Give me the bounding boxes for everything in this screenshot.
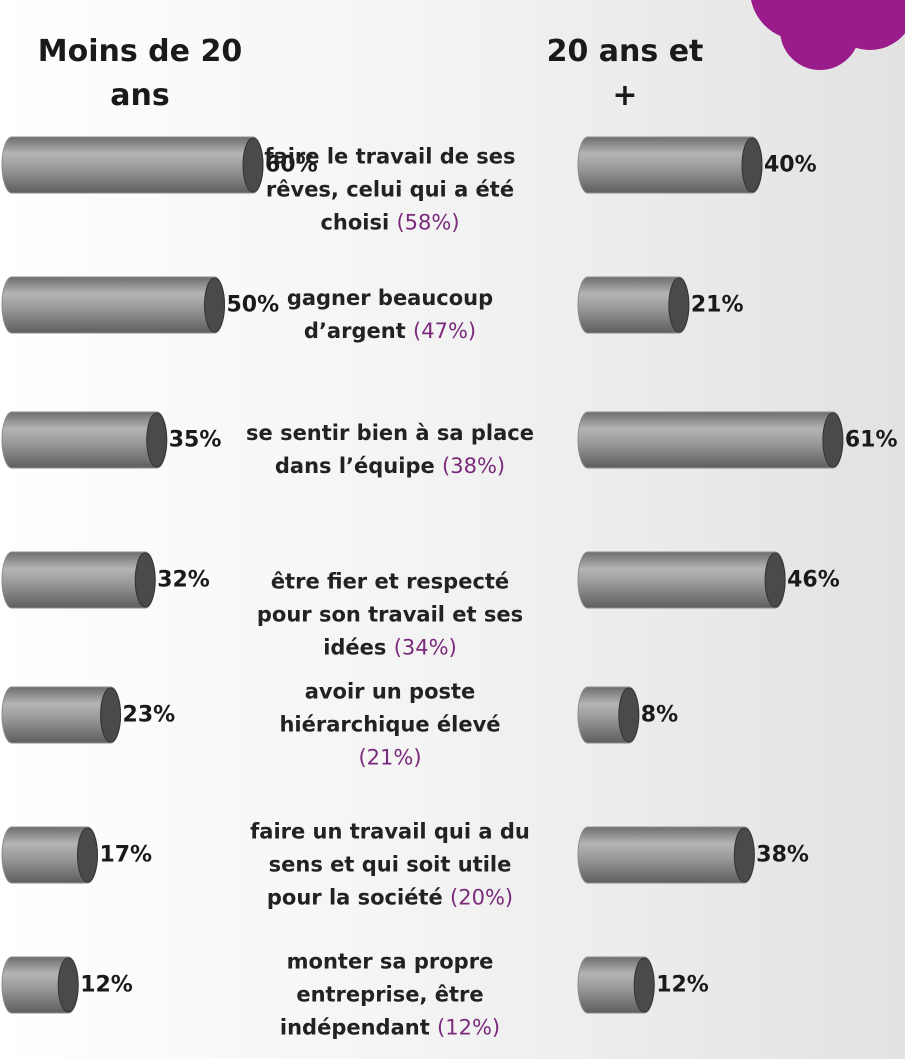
bar-cap [242, 137, 264, 193]
series-header: Moins de 20 ans [37, 34, 243, 113]
category-label: avoir un poste hiérarchique élevé (21%) [245, 676, 535, 775]
category-label: faire un travail qui a du sens et qui so… [245, 816, 535, 915]
bar-cap [668, 277, 690, 333]
category-label: être fier et respecté pour son travail e… [245, 566, 535, 665]
category-text: gagner beaucoup d’argent [286, 286, 494, 343]
overall-value: (12%) [437, 1015, 501, 1040]
bar-cap [733, 827, 755, 883]
category-label: faire le travail de ses rêves, celui qui… [245, 141, 535, 240]
category-label: monter sa propre entreprise, être indépe… [245, 946, 535, 1045]
bar [1, 411, 168, 469]
bar [1, 551, 156, 609]
overall-value: (47%) [413, 319, 477, 343]
bar-cap [100, 687, 122, 743]
category-label: gagner beaucoup d’argent (47%) [245, 282, 535, 348]
bar-cap [146, 412, 168, 468]
bar [577, 411, 844, 469]
value-label: 21% [690, 292, 744, 318]
value-label: 38% [756, 842, 809, 868]
value-label: 40% [764, 152, 817, 178]
bar-cap [57, 957, 79, 1013]
bar [577, 551, 786, 609]
bar-cap [618, 687, 640, 743]
value-label: 23% [122, 702, 176, 728]
value-label: 32% [157, 567, 210, 593]
bar-cap [764, 552, 786, 608]
bar-cap [76, 827, 98, 883]
bar-cap [741, 137, 763, 193]
value-label: 12% [656, 972, 709, 998]
overall-value: (58%) [396, 210, 460, 235]
category-text: avoir un poste hiérarchique élevé [279, 679, 501, 737]
value-label: 61% [844, 427, 898, 453]
value-label: 17% [99, 842, 153, 868]
overall-value: (34%) [393, 635, 457, 660]
category-text: monter sa propre entreprise, être indépe… [279, 949, 494, 1040]
overall-value: (20%) [450, 885, 514, 910]
value-label: 60% [265, 152, 318, 178]
bar [577, 826, 755, 884]
value-label: 12% [80, 972, 133, 998]
overall-value: (38%) [442, 454, 506, 478]
category-text: se sentir bien à sa place dans l’équipe [246, 421, 534, 478]
category-text: être fier et respecté pour son travail e… [256, 569, 524, 660]
bar-cap [134, 552, 156, 608]
flower [751, 0, 905, 70]
value-label: 8% [640, 702, 679, 728]
value-label: 50% [226, 292, 280, 318]
category-text: faire un travail qui a du sens et qui so… [250, 819, 530, 910]
bar-cap [822, 412, 844, 468]
value-label: 35% [168, 427, 222, 453]
series-header: 20 ans et + [546, 34, 704, 113]
bar-cap [633, 957, 655, 1013]
category-text: faire le travail de ses rêves, celui qui… [264, 144, 516, 235]
overall-value: (21%) [358, 745, 422, 770]
bar [577, 136, 763, 194]
category-label: se sentir bien à sa place dans l’équipe … [245, 417, 535, 483]
value-label: 46% [787, 567, 840, 593]
bar [1, 276, 225, 334]
bar-cap [204, 277, 225, 333]
bar [1, 136, 264, 194]
